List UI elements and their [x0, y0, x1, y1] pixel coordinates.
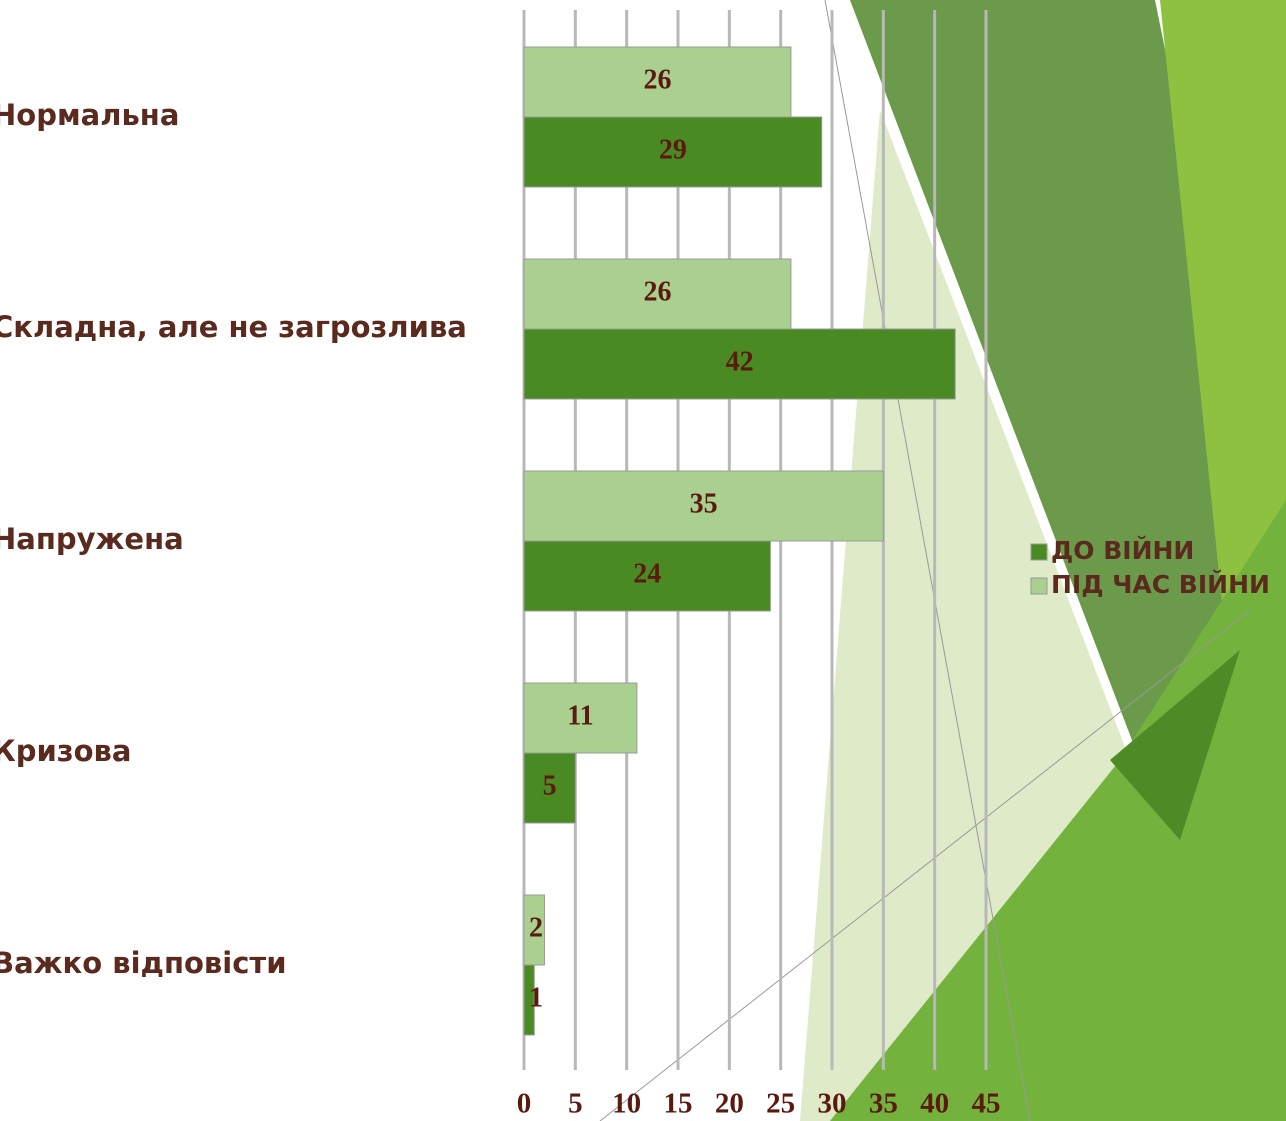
bar: [523, 46, 792, 118]
data-label: 1: [529, 982, 543, 1013]
data-label: 11: [567, 700, 593, 731]
bar: [523, 328, 956, 400]
data-label: 29: [659, 134, 687, 165]
legend-label: ДО ВІЙНИ: [1051, 536, 1194, 565]
x-tick-label: 10: [612, 1088, 641, 1120]
bar: [523, 258, 792, 330]
category-label: Нормальна: [0, 98, 179, 132]
bar: [523, 682, 638, 754]
category-label: Важко відповісти: [0, 946, 287, 980]
legend-swatch: [1030, 577, 1048, 595]
data-label: 2: [529, 912, 543, 943]
x-tick-label: 30: [818, 1088, 847, 1120]
category-label: Напружена: [0, 522, 184, 556]
data-label: 5: [543, 770, 557, 801]
bg-line: [599, 609, 1251, 1121]
bg-shape: [1110, 650, 1240, 840]
data-label: 26: [643, 64, 671, 95]
x-tick-label: 20: [715, 1088, 744, 1120]
x-tick-label: 5: [568, 1088, 583, 1120]
category-label: Кризова: [0, 734, 131, 768]
bar: [523, 470, 884, 542]
x-tick-label: 0: [517, 1088, 532, 1120]
bg-line: [824, 0, 1031, 1121]
bg-shape: [830, 500, 1286, 1121]
bar: [523, 540, 771, 612]
bar: [523, 116, 823, 188]
data-label: 24: [633, 558, 661, 589]
x-tick-label: 35: [869, 1088, 898, 1120]
bg-shape: [850, 0, 1240, 840]
x-tick-label: 25: [766, 1088, 795, 1120]
bar: [523, 964, 535, 1036]
x-tick-label: 40: [920, 1088, 949, 1120]
legend-label: ПІД ЧАС ВІЙНИ: [1051, 570, 1270, 599]
legend-swatch: [1030, 543, 1048, 561]
x-tick-label: 15: [664, 1088, 693, 1120]
bar: [523, 752, 576, 824]
category-label: Складна, але не загрозлива: [0, 310, 467, 344]
x-tick-label: 45: [972, 1088, 1001, 1120]
data-label: 26: [643, 276, 671, 307]
legend: ДО ВІЙНИ ПІД ЧАС ВІЙНИ: [1030, 536, 1270, 599]
data-label: 42: [726, 346, 754, 377]
data-label: 35: [690, 488, 718, 519]
